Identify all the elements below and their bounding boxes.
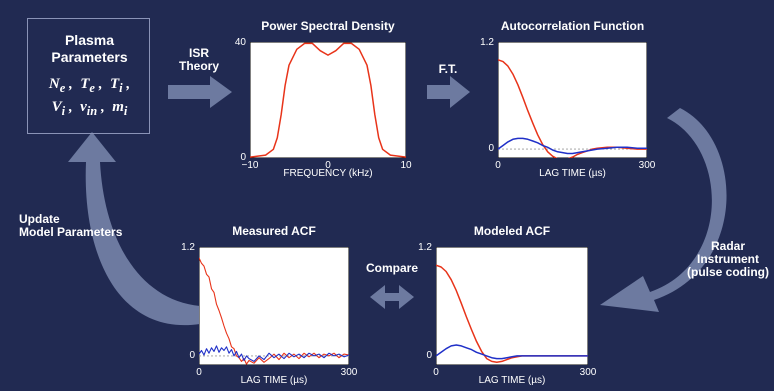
modeled-ytick-zero: 0	[426, 349, 432, 361]
compare-label: Compare	[365, 261, 418, 275]
params-title-line2: Parameters	[51, 49, 128, 65]
acf-series-blue-line	[498, 137, 647, 155]
params-symbols-line2: Vi , νin , mi	[51, 99, 128, 118]
measured-xlabel: LAG TIME (µs)	[240, 375, 308, 386]
ft-label: F.T.	[438, 62, 458, 76]
update-model-parameters-label: Update Model Parameters	[19, 212, 123, 239]
params-title-line1: Plasma	[64, 32, 115, 48]
modeled-xtick-1: 300	[579, 367, 597, 378]
psd-ytick-zero: 0	[240, 152, 246, 163]
acf-plot-area	[498, 42, 647, 158]
measured-ytick-zero: 0	[189, 349, 195, 361]
modeled-plot-area	[436, 247, 588, 365]
measured-series-red-line	[199, 257, 349, 365]
psd-ytick-top: 40	[234, 37, 246, 48]
measured-title: Measured ACF	[232, 224, 316, 238]
measured-series-blue-line	[199, 345, 349, 362]
psd-plot-frame	[250, 42, 406, 158]
compare-double-arrow	[370, 285, 414, 309]
ft-arrow	[427, 76, 470, 108]
isr-theory-arrow	[168, 76, 232, 108]
measured-ytick-top: 1.2	[181, 242, 195, 253]
psd-plot-area	[250, 42, 406, 158]
modeled-ytick-top: 1.2	[418, 242, 432, 253]
measured-xtick-0: 0	[196, 367, 202, 378]
acf-series-red-line	[498, 59, 647, 158]
psd-series-red-line	[250, 42, 406, 158]
acf-xlabel: LAG TIME (µs)	[539, 168, 606, 179]
update-curved-arrow	[68, 132, 200, 326]
measured-xtick-1: 300	[340, 367, 358, 378]
psd-xtick-0: −10	[241, 160, 259, 171]
measured-plot-area	[199, 247, 349, 365]
psd-xtick-1: 0	[325, 160, 331, 171]
measured-plot-frame	[199, 247, 349, 365]
psd-title: Power Spectral Density	[261, 19, 395, 33]
acf-xtick-1: 300	[638, 160, 656, 171]
radar-instrument-label: Radar Instrument (pulse coding)	[687, 239, 769, 279]
isr-theory-label: ISR Theory	[178, 46, 219, 73]
acf-xtick-0: 0	[495, 160, 501, 171]
modeled-xlabel: LAG TIME (µs)	[478, 375, 546, 386]
modeled-xtick-0: 0	[433, 367, 439, 378]
plasma-parameters-box: Plasma Parameters Ne , Te , Ti , Vi , νi…	[27, 18, 150, 134]
modeled-title: Modeled ACF	[473, 224, 551, 238]
psd-xtick-2: 10	[400, 160, 412, 171]
params-symbols-line1: Ne , Te , Ti ,	[48, 76, 131, 95]
acf-title: Autocorrelation Function	[500, 19, 645, 33]
acf-ytick-zero: 0	[488, 143, 494, 155]
acf-plot-frame	[498, 42, 647, 158]
acf-ytick-top: 1.2	[480, 37, 494, 48]
radar-curved-arrow	[600, 108, 727, 312]
params-title: Plasma Parameters	[28, 32, 151, 66]
psd-xlabel: FREQUENCY (kHz)	[283, 168, 373, 179]
modeled-series-blue-line	[436, 344, 588, 360]
modeled-plot-frame	[436, 247, 588, 365]
